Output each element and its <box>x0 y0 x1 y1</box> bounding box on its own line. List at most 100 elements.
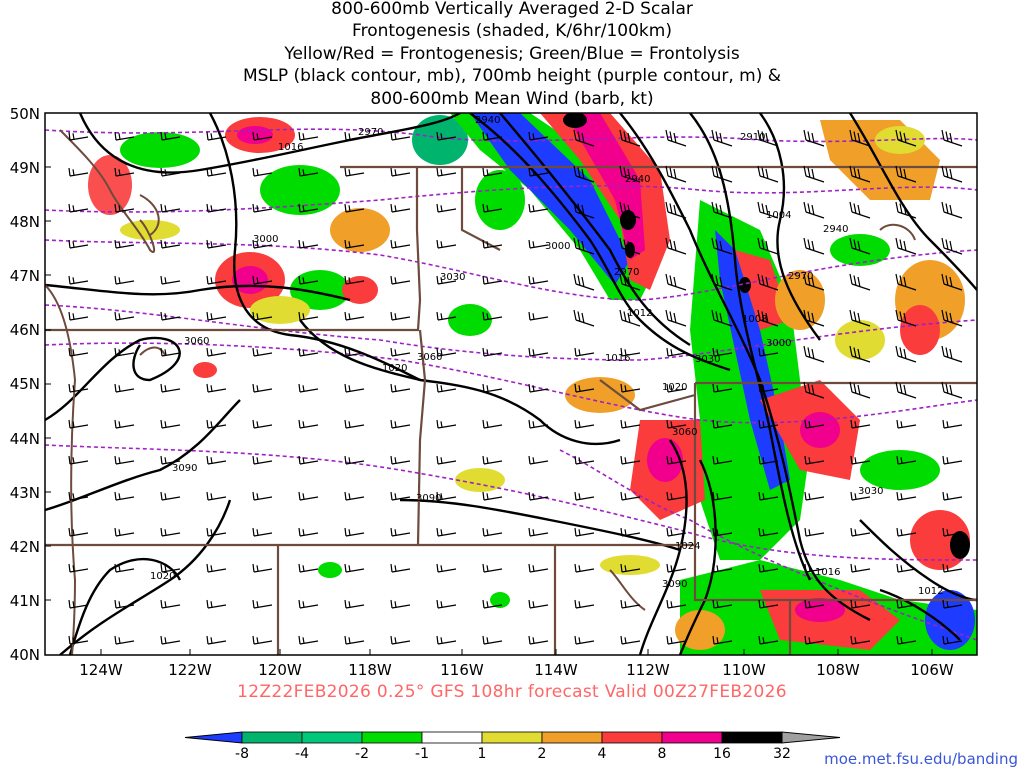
wind-barb <box>160 527 181 537</box>
wind-barb <box>941 345 963 363</box>
wind-barb <box>206 131 227 141</box>
wind-barb <box>528 131 549 141</box>
wind-barb <box>803 129 825 147</box>
wind-barb <box>390 203 411 213</box>
wind-barb <box>896 635 917 645</box>
wind-barb <box>436 347 457 357</box>
wind-barb <box>849 237 871 255</box>
wind-barb <box>344 131 365 141</box>
wind-barb <box>896 491 917 501</box>
wind-barb <box>252 167 273 177</box>
height-label: 3090 <box>172 463 197 474</box>
wind-barb <box>804 419 825 429</box>
wind-barb <box>895 165 917 183</box>
wind-barb <box>942 455 963 465</box>
lat-label: 50N <box>10 105 40 123</box>
wind-barb <box>895 201 917 219</box>
lon-label: 116W <box>440 661 484 679</box>
wind-barb <box>758 563 779 573</box>
wind-barb <box>758 491 779 501</box>
wind-barb <box>482 311 503 321</box>
colorbar-box <box>301 731 363 744</box>
colorbar-box <box>421 731 483 744</box>
wind-barb <box>390 167 411 177</box>
wind-barb <box>160 455 181 465</box>
lon-label: 110W <box>722 661 766 679</box>
wind-barb <box>849 381 871 399</box>
wind-barb <box>803 237 825 255</box>
wind-barb <box>574 347 595 357</box>
wind-barb <box>252 635 273 645</box>
wind-barb <box>252 311 273 321</box>
wind-barb <box>942 527 963 537</box>
wind-barb <box>803 381 825 399</box>
mslp-label: 1016 <box>278 142 303 153</box>
wind-barb <box>206 563 227 573</box>
height-label: 2940 <box>475 115 500 126</box>
wind-barb <box>896 527 917 537</box>
wind-barb <box>206 239 227 249</box>
wind-barb <box>436 131 457 141</box>
lat-label: 42N <box>10 538 40 556</box>
colorbar-box <box>361 731 423 744</box>
wind-barb <box>482 167 503 177</box>
wind-barb <box>620 563 641 573</box>
wind-barb <box>298 635 319 645</box>
wind-barb <box>114 455 135 465</box>
wind-barb <box>344 203 365 213</box>
wind-barb <box>206 491 227 501</box>
wind-barb <box>574 599 595 609</box>
wind-barb <box>528 563 549 573</box>
wind-barb <box>665 129 687 147</box>
longitude-axis: 124W 122W 120W 118W 116W 114W 112W 110W … <box>79 661 954 679</box>
mslp-label: 1024 <box>675 541 700 552</box>
wind-barb <box>68 131 89 141</box>
height-label: 3030 <box>440 272 465 283</box>
title-line-3: Yellow/Red = Frontogenesis; Green/Blue =… <box>284 44 740 64</box>
wind-barb <box>160 635 181 645</box>
wind-barb <box>942 563 963 573</box>
wind-barb <box>849 165 871 183</box>
wind-barb <box>298 563 319 573</box>
wind-barb <box>482 563 503 573</box>
wind-barb <box>620 383 641 393</box>
wind-barb <box>757 309 779 327</box>
wind-barb <box>114 599 135 609</box>
wind-barb <box>298 275 319 285</box>
colorbar-label: -8 <box>235 746 249 762</box>
wind-barb <box>757 129 779 147</box>
wind-barb <box>160 167 181 177</box>
wind-barb <box>712 419 733 429</box>
wind-barb <box>68 347 89 357</box>
wind-barb <box>757 201 779 219</box>
wind-barb <box>573 237 595 255</box>
wind-barb <box>114 419 135 429</box>
title-line-5: 800-600mb Mean Wind (barb, kt) <box>370 89 654 109</box>
height-label: 3000 <box>766 338 791 349</box>
credit-link[interactable]: moe.met.fsu.edu/banding <box>824 750 1018 768</box>
wind-barb <box>68 311 89 321</box>
wind-barb <box>803 165 825 183</box>
lon-label: 118W <box>348 661 392 679</box>
wind-barb <box>849 201 871 219</box>
colorbar-label: 8 <box>658 746 667 762</box>
wind-barb <box>758 599 779 609</box>
wind-barb <box>941 381 963 399</box>
wind-barb <box>711 201 733 219</box>
wind-barb <box>665 201 687 219</box>
height-label: 3000 <box>545 241 570 252</box>
wind-barb <box>68 419 89 429</box>
colorbar-label: -4 <box>295 746 309 762</box>
title-line-2: Frontogenesis (shaded, K/6hr/100km) <box>352 21 672 41</box>
wind-barb <box>758 527 779 537</box>
wind-barb <box>711 309 733 327</box>
wind-barb <box>298 527 319 537</box>
wind-barb <box>160 383 181 393</box>
colorbar-label: 1 <box>478 746 487 762</box>
wind-barb <box>298 599 319 609</box>
wind-barb <box>344 347 365 357</box>
wind-barb <box>850 419 871 429</box>
wind-barb <box>941 309 963 327</box>
wind-barb <box>344 167 365 177</box>
wind-barb <box>849 309 871 327</box>
